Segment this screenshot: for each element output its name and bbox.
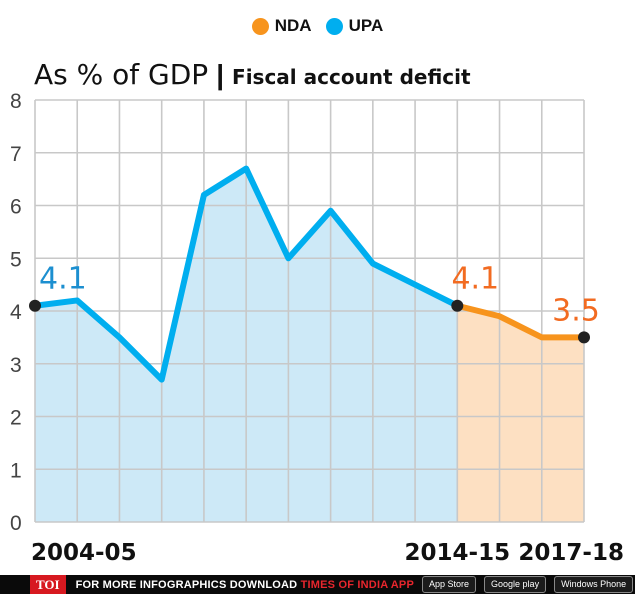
chart-title-separator: | [216,59,225,90]
chart-title-main: As % of GDP [34,58,209,91]
chart-canvas: 0 1 2 3 4 5 6 7 8 4.1 4.1 3.5 2004-05 2014-15 2017-18 [10,90,624,566]
data-point-marker [451,299,464,312]
y-tick-label: 5 [10,248,22,271]
data-point-marker [29,299,41,312]
data-point-marker [578,331,590,344]
area-fill-nda [457,305,584,522]
chart-subtitle: Fiscal account deficit [232,65,471,89]
legend-label-nda: NDA [274,16,312,35]
x-tick-label: 2004-05 [31,540,137,566]
y-tick-label: 7 [10,143,22,166]
footer-cta-text: FOR MORE INFOGRAPHICS DOWNLOAD [75,578,298,591]
y-tick-label: 8 [10,90,22,113]
legend-swatch-nda [251,17,269,35]
footer-cta-app[interactable]: TIMES OF INDIA APP [300,578,414,591]
footer-bar: TOI FOR MORE INFOGRAPHICS DOWNLOAD TIMES… [0,575,635,594]
x-tick-label: 2014-15 [405,540,511,566]
data-label: 4.1 [451,262,499,297]
app-store-badge[interactable]: App Store [422,576,477,593]
legend-item-upa: UPA [325,16,384,36]
series-line-nda [454,302,587,341]
google-play-badge[interactable]: Google play [484,576,547,593]
y-tick-label: 4 [10,301,22,324]
footer-cta: FOR MORE INFOGRAPHICS DOWNLOAD TIMES OF … [76,579,414,591]
chart-title: As % of GDP | Fiscal account deficit [34,58,471,91]
legend-item-nda: NDA [251,16,312,36]
data-label: 4.1 [39,262,87,297]
y-tick-label: 6 [10,196,22,219]
y-tick-label: 2 [10,407,22,430]
y-tick-label: 3 [10,354,22,377]
legend-label-upa: UPA [348,16,384,35]
toi-logo[interactable]: TOI [30,575,66,594]
y-tick-label: 1 [10,459,22,482]
y-tick-label: 0 [10,512,22,535]
windows-phone-badge[interactable]: Windows Phone [554,576,634,593]
x-tick-label: 2017-18 [518,540,624,566]
data-label: 3.5 [552,293,600,328]
series-line-upa [32,165,461,383]
legend: NDA UPA [0,16,635,36]
legend-swatch-upa [325,17,343,35]
